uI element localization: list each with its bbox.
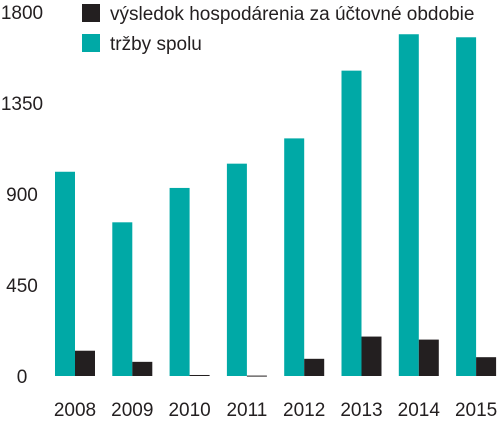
legend-swatch-1 bbox=[82, 34, 100, 52]
bar-sales-2009 bbox=[112, 222, 133, 376]
y-tick-label: 900 bbox=[6, 185, 38, 206]
x-tick-label: 2010 bbox=[168, 400, 210, 421]
bar-profit-2015 bbox=[476, 357, 497, 376]
bars bbox=[55, 34, 497, 377]
legend-label-1: tržby spolu bbox=[110, 34, 202, 55]
x-tick-label: 2015 bbox=[455, 400, 497, 421]
bar-sales-2008 bbox=[55, 171, 75, 376]
bar-profit-2014 bbox=[418, 339, 439, 376]
x-tick-label: 2011 bbox=[226, 400, 267, 421]
x-tick-label: 2009 bbox=[111, 400, 153, 421]
legend-swatch-0 bbox=[82, 4, 100, 22]
y-tick-label: 0 bbox=[17, 367, 28, 388]
bar-sales-2011 bbox=[226, 163, 247, 376]
bar-profit-2013 bbox=[361, 336, 382, 376]
bar-sales-2010 bbox=[169, 187, 190, 376]
x-tick-label: 2013 bbox=[340, 400, 382, 421]
bar-profit-2011 bbox=[246, 375, 267, 377]
legend-label-0: výsledok hospodárenia za účtovné obdobie bbox=[110, 4, 474, 25]
y-tick-label: 1800 bbox=[1, 3, 43, 24]
y-tick-label: 1350 bbox=[1, 94, 43, 115]
bar-profit-2012 bbox=[304, 358, 325, 376]
bar-profit-2010 bbox=[189, 374, 210, 376]
bar-profit-2009 bbox=[132, 361, 153, 376]
bar-sales-2015 bbox=[456, 37, 477, 377]
bar-sales-2014 bbox=[398, 34, 419, 376]
x-axis: 2008 2009 2010 2011 2012 2013 2014 2015 bbox=[54, 400, 497, 421]
legend: výsledok hospodárenia za účtovné obdobie… bbox=[82, 4, 474, 55]
x-tick-label: 2008 bbox=[54, 400, 96, 421]
bar-sales-2013 bbox=[341, 70, 362, 377]
x-tick-label: 2014 bbox=[398, 400, 441, 421]
bar-profit-2008 bbox=[75, 350, 95, 376]
y-axis: 0 450 900 1350 1800 bbox=[1, 3, 43, 388]
x-tick-label: 2012 bbox=[283, 400, 325, 421]
y-tick-label: 450 bbox=[6, 276, 38, 297]
bar-sales-2012 bbox=[284, 138, 305, 376]
